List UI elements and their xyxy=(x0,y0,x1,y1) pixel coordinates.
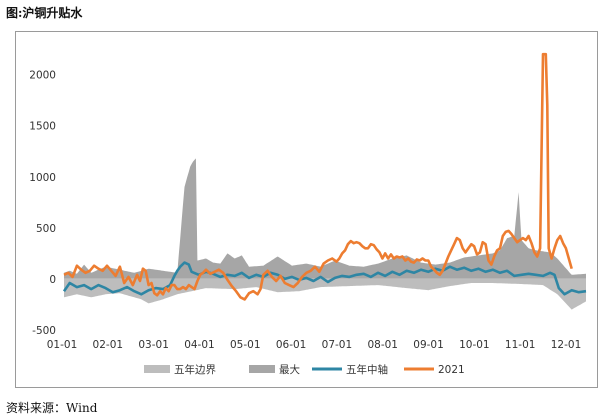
x-tick-label: 05-01 xyxy=(230,339,261,351)
x-tick-label: 03-01 xyxy=(138,339,169,351)
x-tick-label: 07-01 xyxy=(322,339,353,351)
source-note: 资料来源：Wind xyxy=(6,401,98,415)
legend-swatch xyxy=(249,365,275,373)
x-tick-label: 11-01 xyxy=(505,339,536,351)
x-tick-label: 08-01 xyxy=(367,339,398,351)
y-tick-label: 1500 xyxy=(29,121,56,133)
y-tick-label: 500 xyxy=(36,223,56,235)
x-tick-label: 06-01 xyxy=(276,339,307,351)
y-tick-label: 0 xyxy=(49,274,56,286)
chart: -500 0 500 1000 1500 2000 01-01 02-01 03-01 04-01… xyxy=(29,52,587,376)
y-tick-label: -500 xyxy=(32,325,56,337)
x-tick-label: 10-01 xyxy=(459,339,490,351)
legend-label: 最大 xyxy=(279,363,300,376)
x-tick-label: 01-01 xyxy=(47,339,78,351)
series-2021-line xyxy=(63,52,573,301)
legend-label: 五年边界 xyxy=(174,363,216,376)
chart-frame xyxy=(15,31,598,388)
y-tick-label: 1000 xyxy=(29,172,56,184)
band-upper-area xyxy=(64,158,586,279)
x-tick-label: 09-01 xyxy=(413,339,444,351)
x-tick-label: 12-01 xyxy=(551,339,582,351)
legend-label: 五年中轴 xyxy=(346,363,388,376)
series-mid-line xyxy=(62,261,587,296)
y-tick-label: 2000 xyxy=(29,70,56,82)
legend-swatch xyxy=(144,365,170,373)
figure-title: 图:沪铜升贴水 xyxy=(6,6,83,20)
x-tick-label: 04-01 xyxy=(184,339,215,351)
legend-label: 2021 xyxy=(438,364,465,376)
x-tick-label: 02-01 xyxy=(93,339,124,351)
